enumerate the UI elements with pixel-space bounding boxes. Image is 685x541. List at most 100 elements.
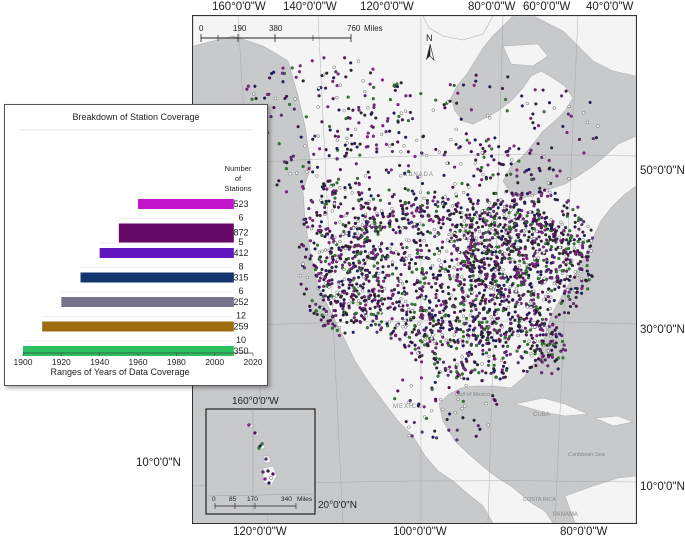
station-point <box>561 356 565 360</box>
station-point <box>360 223 364 227</box>
station-point <box>288 102 292 107</box>
station-point <box>519 197 523 201</box>
station-point <box>501 356 505 360</box>
chart-x-tick-label: 1980 <box>167 357 186 367</box>
station-point <box>527 273 531 277</box>
station-point <box>550 348 554 352</box>
station-point <box>560 269 564 273</box>
station-point <box>550 146 554 150</box>
station-point <box>510 283 514 287</box>
station-point <box>461 83 466 87</box>
station-point <box>331 97 335 101</box>
station-point <box>361 205 366 209</box>
station-point <box>488 281 493 285</box>
station-point <box>371 197 375 201</box>
station-point <box>409 384 413 388</box>
station-point <box>532 289 536 293</box>
station-point <box>391 210 395 214</box>
station-point <box>529 306 533 310</box>
station-point <box>475 258 479 263</box>
station-point <box>500 229 504 233</box>
station-point <box>368 207 372 211</box>
station-point <box>518 208 522 212</box>
station-point <box>456 262 460 266</box>
station-point <box>516 361 520 365</box>
station-point <box>376 194 380 198</box>
station-point <box>406 150 410 154</box>
station-point <box>461 314 466 318</box>
station-point <box>337 280 341 284</box>
station-point <box>503 287 507 291</box>
station-point <box>407 344 411 348</box>
station-point <box>323 248 327 252</box>
station-point <box>410 351 414 355</box>
station-point <box>302 266 306 270</box>
station-point <box>342 291 346 295</box>
station-point <box>496 235 501 239</box>
station-point <box>482 244 486 249</box>
station-point <box>416 232 420 236</box>
station-point <box>581 238 585 242</box>
station-point <box>580 244 585 248</box>
station-point <box>355 282 359 286</box>
station-point <box>473 317 477 321</box>
station-point <box>567 177 571 181</box>
label-gulf-of-mexico: Gulf of Mexico <box>455 392 490 398</box>
station-point <box>307 207 311 211</box>
station-point <box>457 250 461 254</box>
station-point <box>506 294 510 298</box>
station-point <box>536 357 540 361</box>
inset-scale-tick-85: 85 <box>229 496 237 503</box>
station-point <box>512 225 516 229</box>
station-point <box>412 222 416 226</box>
station-point <box>332 189 336 193</box>
station-point <box>349 267 354 271</box>
station-point <box>372 293 377 297</box>
station-point <box>549 248 553 252</box>
station-point <box>406 401 410 405</box>
station-point <box>486 333 490 337</box>
station-point <box>467 185 471 189</box>
station-point <box>406 164 411 168</box>
station-point <box>345 151 349 155</box>
station-point <box>358 267 362 271</box>
station-point <box>310 299 314 303</box>
station-point <box>441 335 445 339</box>
chart-bar-count-label: 412 <box>233 248 248 258</box>
station-point <box>496 224 500 228</box>
station-point <box>449 370 453 374</box>
station-point <box>507 211 511 215</box>
station-point <box>513 267 517 271</box>
station-point <box>352 250 356 254</box>
station-point <box>481 348 485 352</box>
station-point <box>361 289 365 293</box>
station-point <box>461 399 465 403</box>
station-point <box>532 239 537 243</box>
station-point <box>352 293 356 297</box>
station-point <box>277 142 281 146</box>
station-point <box>545 189 549 193</box>
station-point <box>495 256 499 260</box>
station-point <box>493 268 498 272</box>
station-point <box>513 213 517 217</box>
station-point <box>385 119 389 123</box>
station-point <box>499 286 504 291</box>
station-point <box>546 295 550 299</box>
station-point <box>533 349 537 354</box>
station-point <box>472 418 476 422</box>
station-point <box>573 225 577 229</box>
station-point <box>540 155 544 159</box>
station-point <box>551 323 555 327</box>
station-point <box>420 360 424 364</box>
station-point <box>533 265 538 269</box>
station-point <box>475 363 480 367</box>
station-point <box>589 239 593 243</box>
station-point <box>446 269 450 273</box>
station-point <box>585 258 589 262</box>
station-point <box>356 243 361 247</box>
station-point <box>357 108 361 112</box>
station-point <box>530 285 534 289</box>
station-point <box>339 248 343 252</box>
station-point <box>347 221 351 225</box>
station-point <box>353 254 357 259</box>
